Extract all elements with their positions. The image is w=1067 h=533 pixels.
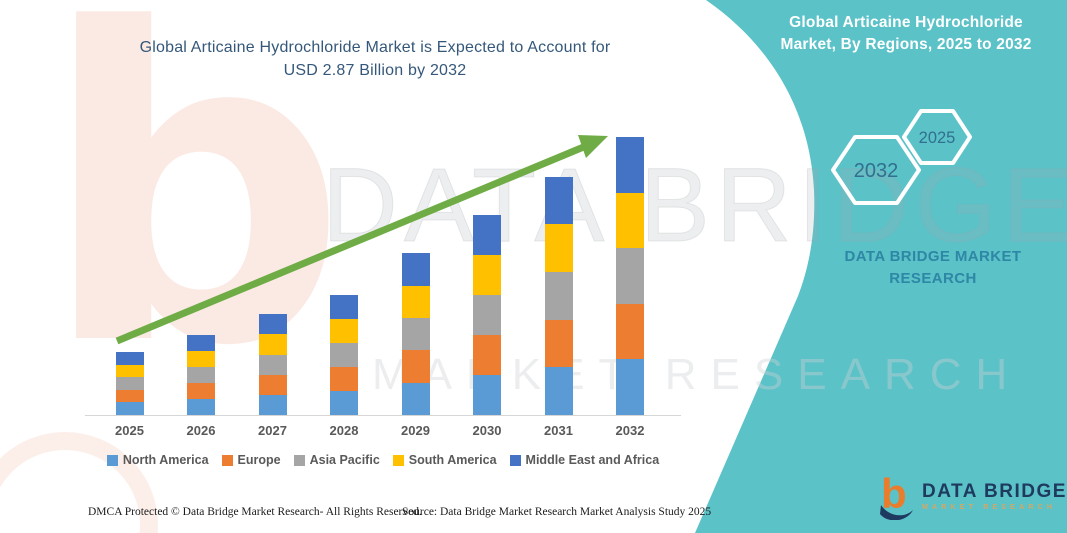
bar-segment-north-america (401, 382, 430, 415)
legend-swatch-icon (509, 454, 521, 466)
bar-segment-north-america (473, 375, 501, 415)
x-axis-label-2025: 2025 (115, 423, 144, 438)
chart-title-line1: Global Articaine Hydrochloride Market is… (139, 39, 611, 56)
bar-segment-europe (616, 303, 644, 360)
hexagon-2032 (831, 135, 921, 205)
x-axis-label-2029: 2029 (401, 423, 430, 438)
x-axis-label-2030: 2030 (472, 423, 502, 438)
stacked-bar-2032 (616, 136, 644, 415)
bar-segment-south-america (187, 350, 215, 367)
legend-item-middle-east-and-africa: Middle East and Africa (509, 453, 660, 467)
x-axis-label-2028: 2028 (329, 423, 359, 438)
x-axis-label-2026: 2026 (186, 423, 216, 438)
brand-name-panel: DATA BRIDGE MARKET RESEARCH (828, 246, 1038, 289)
chart-title: Global Articaine Hydrochloride Market is… (115, 36, 635, 82)
stacked-bar-2025 (115, 352, 144, 415)
brand-name-line2: RESEARCH (889, 269, 977, 287)
legend-swatch-icon (293, 454, 305, 466)
panel-title-line2: Market, By Regions, 2025 to 2032 (780, 36, 1032, 53)
logo-tagline: MARKET RESEARCH (922, 503, 1057, 511)
legend-label: Asia Pacific (309, 453, 380, 467)
legend-swatch-icon (106, 454, 118, 466)
bar-segment-north-america (616, 359, 644, 415)
badge-2032-label: 2032 (854, 160, 899, 182)
bar-segment-europe (330, 366, 358, 391)
bar-segment-asia-pacific (258, 354, 287, 375)
panel-title: Global Articaine Hydrochloride Market, B… (770, 12, 1042, 56)
bar-segment-middle-east-and-africa (616, 136, 644, 193)
bar-segment-europe (258, 374, 287, 395)
bar-segment-asia-pacific (330, 342, 358, 367)
bar-segment-europe (187, 382, 215, 399)
footer-source: Source: Data Bridge Market Research Mark… (402, 506, 712, 518)
bar-segment-south-america (115, 364, 144, 378)
legend-label: Europe (237, 453, 281, 467)
bar-segment-north-america (330, 390, 358, 415)
x-axis-labels: 2025 2026 2027 2028 2029 2030 2031 2032 (85, 423, 681, 441)
dbmr-logo: b DATA BRIDGE MARKET RESEARCH (880, 472, 1067, 520)
x-axis-label-2031: 2031 (544, 423, 573, 438)
x-axis-line (85, 415, 681, 416)
legend: North America Europe Asia Pacific South Ame… (85, 453, 681, 467)
legend-item-asia-pacific: Asia Pacific (293, 453, 380, 467)
bar-segment-south-america (616, 192, 644, 249)
logo-b-icon: b (880, 472, 913, 520)
legend-swatch-icon (221, 454, 233, 466)
legend-item-europe: Europe (221, 453, 281, 467)
footer-copyright: DMCA Protected © Data Bridge Market Rese… (88, 506, 422, 518)
bar-segment-asia-pacific (115, 377, 144, 390)
x-axis-label-2027: 2027 (258, 423, 287, 438)
legend-swatch-icon (392, 454, 404, 466)
bar-segment-europe (115, 389, 144, 403)
bar-segment-asia-pacific (616, 248, 644, 304)
logo-wordmark: DATA BRIDGE (922, 480, 1067, 502)
bar-segment-north-america (544, 367, 573, 415)
chart-title-line2: USD 2.87 Billion by 2032 (283, 62, 467, 79)
bar-segment-europe (401, 350, 430, 383)
bar-segment-middle-east-and-africa (115, 352, 144, 365)
legend-item-south-america: South America (392, 453, 497, 467)
bar-segment-north-america (187, 398, 215, 415)
legend-label: Middle East and Africa (525, 453, 660, 467)
panel-title-line1: Global Articaine Hydrochloride (789, 14, 1023, 31)
bar-segment-north-america (258, 394, 287, 415)
bar-segment-asia-pacific (187, 366, 215, 383)
x-axis-label-2032: 2032 (615, 423, 645, 438)
brand-name-line1: DATA BRIDGE MARKET (844, 248, 1022, 265)
badge-2025-label: 2025 (919, 129, 956, 147)
bar-segment-north-america (115, 402, 144, 415)
hexagon-2025 (902, 109, 972, 165)
legend-label: South America (408, 453, 497, 467)
legend-label: North America (122, 453, 209, 467)
legend-item-north-america: North America (106, 453, 209, 467)
svg-text:b: b (881, 472, 907, 517)
